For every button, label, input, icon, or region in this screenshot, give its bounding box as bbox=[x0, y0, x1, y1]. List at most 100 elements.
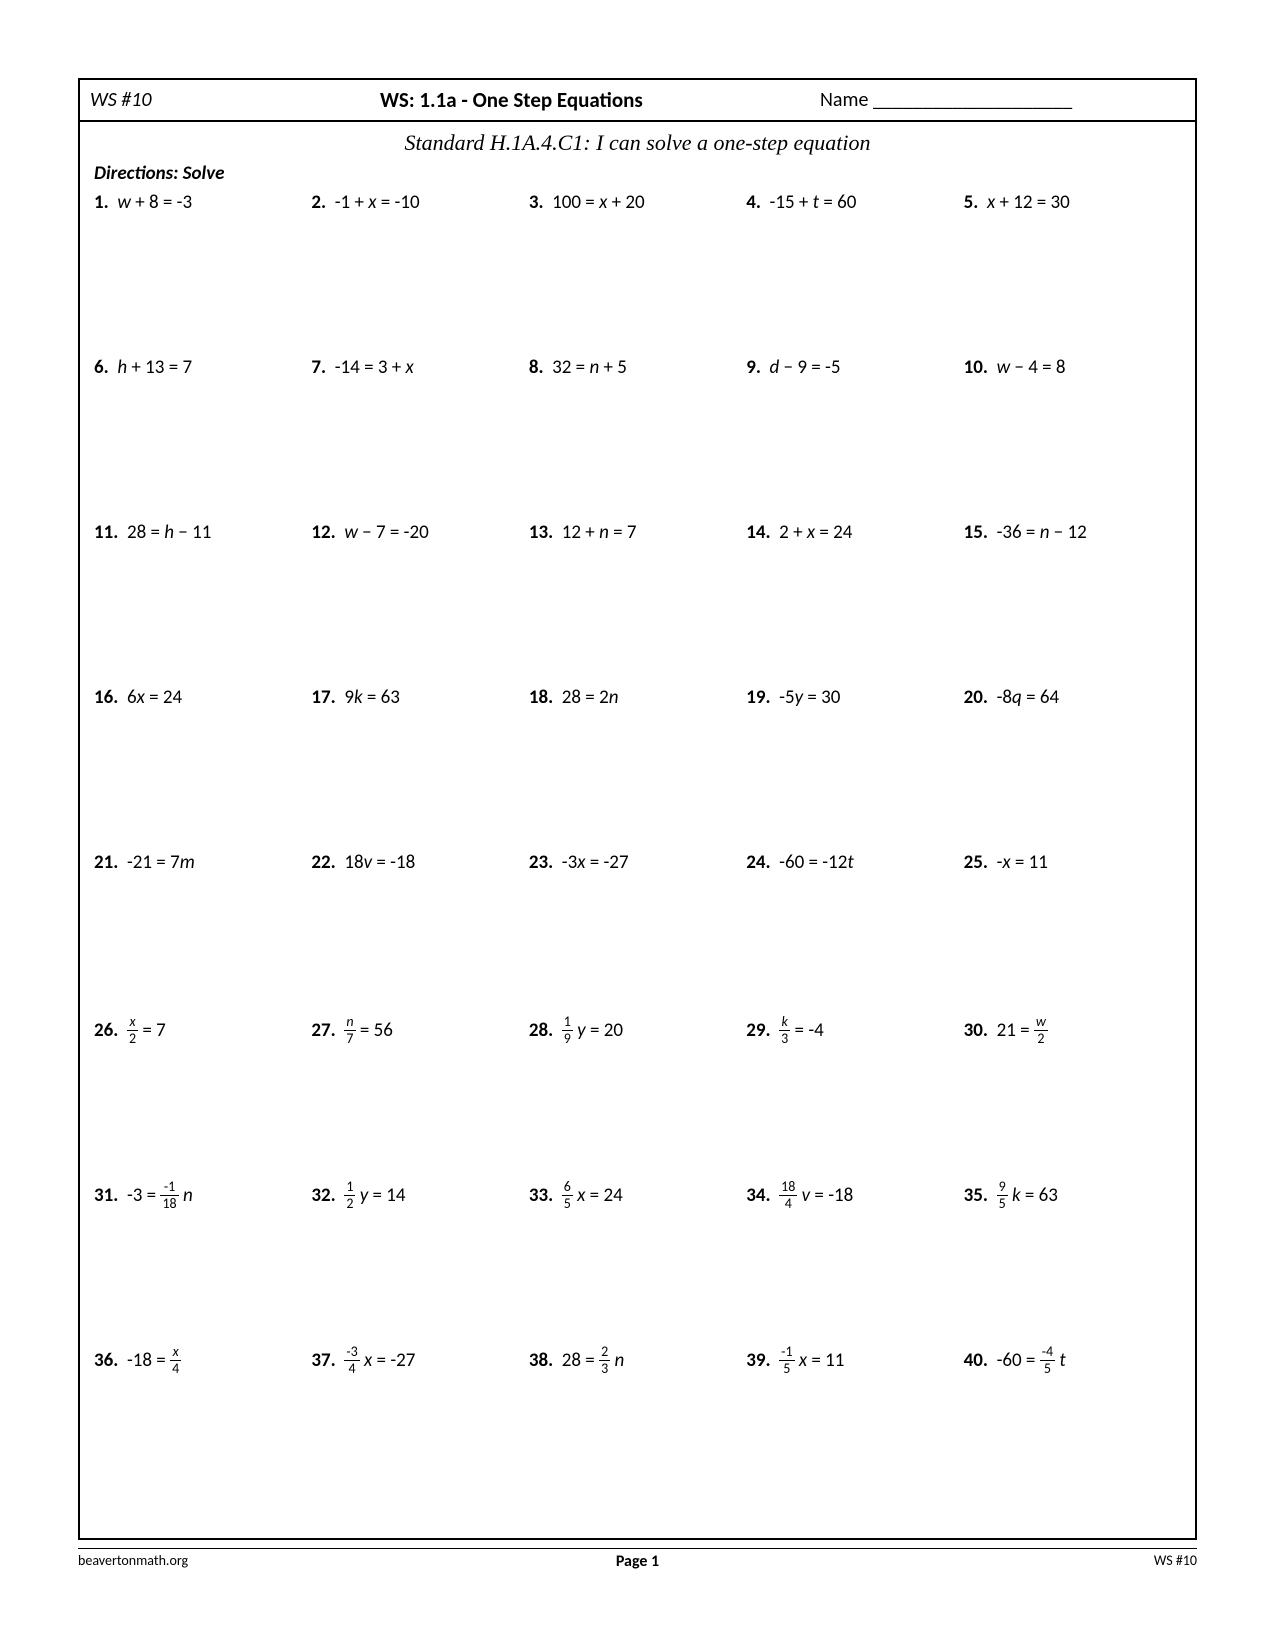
problem-cell: 14. 2 + x = 24 bbox=[746, 521, 963, 544]
problem-cell: 28. 19 y = 20 bbox=[529, 1016, 746, 1047]
problem-number: 30. bbox=[964, 1019, 988, 1042]
problem-cell: 39. -15 x = 11 bbox=[746, 1346, 963, 1377]
problem-equation: 18v = -18 bbox=[344, 851, 415, 874]
problem-equation: 32 = n + 5 bbox=[552, 356, 627, 379]
problem-number: 15. bbox=[964, 521, 988, 544]
problem-number: 34. bbox=[746, 1184, 770, 1207]
page-footer: beavertonmath.org Page 1 WS #10 bbox=[78, 1548, 1197, 1571]
problem-cell: 38. 28 = 23 n bbox=[529, 1346, 746, 1377]
problem-number: 9. bbox=[746, 356, 761, 379]
problem-row: 1. w + 8 = -32. -1 + x = -103. 100 = x +… bbox=[94, 191, 1181, 356]
problem-equation: 28 = 2n bbox=[562, 686, 619, 709]
problem-equation: -x = 11 bbox=[997, 851, 1048, 874]
problem-equation: -14 = 3 + x bbox=[335, 356, 414, 379]
problem-equation: w − 4 = 8 bbox=[997, 356, 1066, 379]
problem-number: 16. bbox=[94, 686, 118, 709]
problem-cell: 40. -60 = -45 t bbox=[964, 1346, 1181, 1377]
problem-equation: -3x = -27 bbox=[562, 851, 629, 874]
directions-text: Directions: Solve bbox=[80, 156, 1195, 185]
problem-equation: -15 x = 11 bbox=[779, 1349, 844, 1372]
footer-ws: WS #10 bbox=[824, 1552, 1197, 1571]
problem-number: 37. bbox=[311, 1349, 335, 1372]
problem-cell: 17. 9k = 63 bbox=[311, 686, 528, 709]
problem-cell: 37. -34 x = -27 bbox=[311, 1346, 528, 1377]
problem-equation: -21 = 7m bbox=[127, 851, 195, 874]
problem-equation: -5y = 30 bbox=[779, 686, 840, 709]
problem-row: 11. 28 = h − 1112. w − 7 = -2013. 12 + n… bbox=[94, 521, 1181, 686]
problem-number: 27. bbox=[311, 1019, 335, 1042]
problem-equation: -15 + t = 60 bbox=[770, 191, 857, 214]
problem-number: 20. bbox=[964, 686, 988, 709]
problem-equation: -60 = -45 t bbox=[997, 1349, 1066, 1372]
problem-equation: h + 13 = 7 bbox=[117, 356, 192, 379]
ws-number: WS #10 bbox=[90, 88, 380, 112]
problem-equation: 12 y = 14 bbox=[344, 1184, 405, 1207]
problem-cell: 3. 100 = x + 20 bbox=[529, 191, 746, 214]
header-row: WS #10 WS: 1.1a - One Step Equations Nam… bbox=[80, 80, 1195, 122]
problem-cell: 19. -5y = 30 bbox=[746, 686, 963, 709]
problem-number: 33. bbox=[529, 1184, 553, 1207]
problem-equation: d − 9 = -5 bbox=[770, 356, 841, 379]
problem-number: 32. bbox=[311, 1184, 335, 1207]
problem-row: 36. -18 = x437. -34 x = -2738. 28 = 23 n… bbox=[94, 1346, 1181, 1511]
problem-cell: 31. -3 = -118 n bbox=[94, 1181, 311, 1212]
name-field: Name ____________________ bbox=[730, 88, 1185, 112]
problem-number: 4. bbox=[746, 191, 761, 214]
problem-row: 26. x2 = 727. n7 = 5628. 19 y = 2029. k3… bbox=[94, 1016, 1181, 1181]
problem-number: 8. bbox=[529, 356, 544, 379]
problem-cell: 10. w − 4 = 8 bbox=[964, 356, 1181, 379]
problem-cell: 22. 18v = -18 bbox=[311, 851, 528, 874]
problem-number: 11. bbox=[94, 521, 118, 544]
problem-number: 17. bbox=[311, 686, 335, 709]
footer-page: Page 1 bbox=[451, 1552, 824, 1571]
problem-cell: 1. w + 8 = -3 bbox=[94, 191, 311, 214]
problem-equation: 95 k = 63 bbox=[997, 1184, 1058, 1207]
problem-number: 35. bbox=[964, 1184, 988, 1207]
problem-cell: 30. 21 = w2 bbox=[964, 1016, 1181, 1047]
problem-number: 18. bbox=[529, 686, 553, 709]
problem-equation: 65 x = 24 bbox=[562, 1184, 623, 1207]
standard-text: Standard H.1A.4.C1: I can solve a one-st… bbox=[80, 122, 1195, 156]
problem-cell: 7. -14 = 3 + x bbox=[311, 356, 528, 379]
problem-cell: 16. 6x = 24 bbox=[94, 686, 311, 709]
problem-cell: 34. 184 v = -18 bbox=[746, 1181, 963, 1212]
problem-cell: 29. k3 = -4 bbox=[746, 1016, 963, 1047]
problem-equation: x2 = 7 bbox=[127, 1019, 166, 1042]
problem-number: 22. bbox=[311, 851, 335, 874]
problem-equation: x + 12 = 30 bbox=[987, 191, 1070, 214]
problem-equation: 184 v = -18 bbox=[779, 1184, 853, 1207]
problem-number: 3. bbox=[529, 191, 544, 214]
worksheet-frame: WS #10 WS: 1.1a - One Step Equations Nam… bbox=[78, 78, 1197, 1540]
problem-equation: w − 7 = -20 bbox=[344, 521, 428, 544]
problem-number: 25. bbox=[964, 851, 988, 874]
footer-site: beavertonmath.org bbox=[78, 1552, 451, 1571]
problem-equation: -8q = 64 bbox=[997, 686, 1060, 709]
problem-equation: -3 = -118 n bbox=[127, 1184, 193, 1207]
problem-row: 16. 6x = 2417. 9k = 6318. 28 = 2n19. -5y… bbox=[94, 686, 1181, 851]
problem-equation: 21 = w2 bbox=[997, 1019, 1048, 1042]
problem-equation: -36 = n − 12 bbox=[997, 521, 1087, 544]
problem-cell: 6. h + 13 = 7 bbox=[94, 356, 311, 379]
problem-row: 21. -21 = 7m22. 18v = -1823. -3x = -2724… bbox=[94, 851, 1181, 1016]
problem-row: 6. h + 13 = 77. -14 = 3 + x8. 32 = n + 5… bbox=[94, 356, 1181, 521]
problem-cell: 13. 12 + n = 7 bbox=[529, 521, 746, 544]
problem-cell: 21. -21 = 7m bbox=[94, 851, 311, 874]
problem-number: 7. bbox=[311, 356, 326, 379]
problem-cell: 24. -60 = -12t bbox=[746, 851, 963, 874]
problem-equation: k3 = -4 bbox=[779, 1019, 824, 1042]
problem-number: 21. bbox=[94, 851, 118, 874]
problem-cell: 11. 28 = h − 11 bbox=[94, 521, 311, 544]
problem-equation: w + 8 = -3 bbox=[117, 191, 192, 214]
problem-number: 39. bbox=[746, 1349, 770, 1372]
problem-cell: 36. -18 = x4 bbox=[94, 1346, 311, 1377]
problem-cell: 12. w − 7 = -20 bbox=[311, 521, 528, 544]
problem-number: 14. bbox=[746, 521, 770, 544]
problem-cell: 2. -1 + x = -10 bbox=[311, 191, 528, 214]
problem-cell: 23. -3x = -27 bbox=[529, 851, 746, 874]
problem-cell: 33. 65 x = 24 bbox=[529, 1181, 746, 1212]
problem-cell: 15. -36 = n − 12 bbox=[964, 521, 1181, 544]
problem-equation: n7 = 56 bbox=[344, 1019, 393, 1042]
problem-cell: 18. 28 = 2n bbox=[529, 686, 746, 709]
problem-cell: 25. -x = 11 bbox=[964, 851, 1181, 874]
problem-number: 28. bbox=[529, 1019, 553, 1042]
